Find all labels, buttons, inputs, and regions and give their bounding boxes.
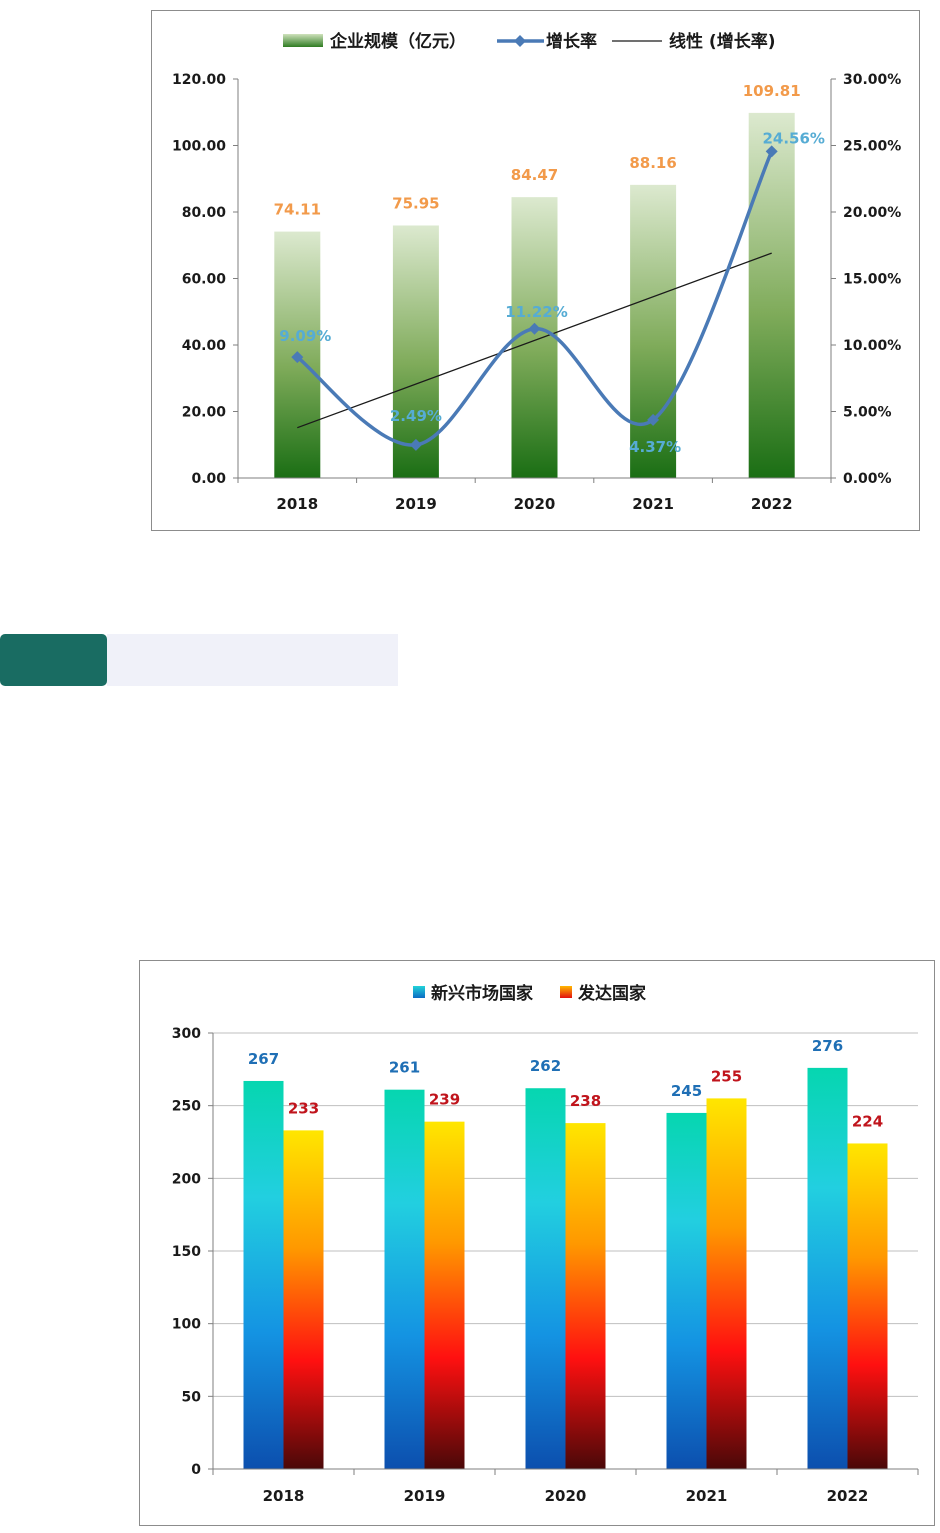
bar-emerging-2022 (807, 1067, 848, 1469)
legend-swatch-bar (283, 34, 323, 47)
x-tick-label: 2020 (514, 495, 556, 513)
bar-value-label-emerging: 262 (530, 1057, 561, 1075)
legend-label-emerging: 新兴市场国家 (431, 983, 533, 1004)
bar-value-label: 88.16 (629, 154, 676, 172)
legend-swatch-developed (560, 986, 572, 998)
y-right-tick-label: 25.00% (843, 139, 901, 155)
rate-point-2020 (528, 322, 541, 335)
rate-point-2019 (409, 438, 422, 451)
y-right-tick-label: 15.00% (843, 272, 901, 288)
y-tick-label: 100 (172, 1317, 201, 1333)
bar-value-label-developed: 238 (570, 1092, 601, 1110)
x-tick-label: 2022 (827, 1487, 869, 1505)
rate-value-label: 11.22% (505, 303, 567, 321)
y-right-tick-label: 20.00% (843, 205, 901, 221)
chart-country-comparison: 0 50 100 150 200 250 300 267 233 2018 261 239 2019 26… (139, 960, 935, 1526)
x-tick-label: 2021 (686, 1487, 728, 1505)
y-tick-label: 250 (172, 1099, 201, 1115)
bar-value-label-emerging: 245 (671, 1082, 702, 1100)
y-left-tick-label: 120.00 (172, 72, 226, 88)
bar-2021 (630, 184, 677, 479)
y-tick-label: 0 (191, 1462, 201, 1478)
legend-swatch-emerging (413, 986, 425, 998)
section-tab (0, 634, 107, 686)
x-tick-label: 2021 (632, 495, 674, 513)
section-header (0, 634, 398, 686)
y-left-tick-label: 0.00 (191, 471, 226, 487)
bar-developed-2022 (847, 1143, 888, 1469)
y-left-tick-label: 100.00 (172, 139, 226, 155)
rate-value-label: 4.37% (629, 438, 681, 456)
bar-value-label-developed: 239 (429, 1091, 460, 1109)
rate-value-label: 24.56% (762, 129, 824, 147)
y-tick-label: 200 (172, 1171, 201, 1187)
x-tick-label: 2019 (404, 1487, 446, 1505)
section-bar (107, 634, 398, 686)
legend-label-developed: 发达国家 (577, 983, 646, 1004)
y-tick-label: 300 (172, 1026, 201, 1042)
x-tick-label: 2020 (545, 1487, 587, 1505)
x-tick-label: 2018 (276, 495, 318, 513)
y-right-tick-label: 30.00% (843, 72, 901, 88)
bar-2020 (511, 197, 558, 478)
rate-point-2021 (647, 413, 660, 426)
rate-value-label: 9.09% (279, 327, 331, 345)
bar-value-label: 74.11 (274, 201, 321, 219)
chart-country-comparison-svg: 0 50 100 150 200 250 300 267 233 2018 261 239 2019 26… (172, 983, 919, 1505)
bar-value-label-developed: 255 (711, 1067, 742, 1085)
y-right-tick-label: 5.00% (843, 405, 892, 421)
bar-value-label-emerging: 261 (389, 1059, 420, 1077)
rate-line (296, 150, 774, 447)
chart-enterprise-scale-svg: 0.00 20.00 40.00 60.00 80.00 100.00 120.00 0.00… (172, 31, 901, 513)
y-right-tick-label: 0.00% (843, 471, 892, 487)
bar-value-label: 109.81 (743, 82, 801, 100)
rate-value-label: 2.49% (390, 407, 442, 425)
bar-emerging-2018 (243, 1080, 284, 1469)
legend-label-line: 增长率 (546, 31, 597, 52)
chart-enterprise-scale: 0.00 20.00 40.00 60.00 80.00 100.00 120.00 0.00… (151, 10, 920, 531)
bar-developed-2019 (424, 1121, 465, 1469)
bar-developed-2021 (706, 1098, 747, 1469)
y-right-tick-label: 10.00% (843, 338, 901, 354)
y-left-tick-label: 40.00 (182, 338, 227, 354)
bar-value-label-emerging: 267 (248, 1050, 279, 1068)
rate-point-2018 (291, 351, 304, 364)
y-left-tick-label: 20.00 (182, 405, 227, 421)
legend-marker-line (514, 35, 526, 47)
bar-2022 (748, 112, 795, 479)
x-tick-label: 2022 (751, 495, 793, 513)
legend-label-trend: 线性 (增长率) (669, 31, 775, 52)
bar-emerging-2021 (666, 1112, 707, 1469)
bar-emerging-2019 (384, 1089, 425, 1469)
bar-value-label-developed: 233 (288, 1099, 319, 1117)
rate-point-2022 (765, 145, 778, 158)
x-tick-label: 2018 (263, 1487, 305, 1505)
bar-developed-2020 (565, 1123, 606, 1469)
legend-label-bar: 企业规模（亿元） (329, 31, 466, 52)
bar-value-label-emerging: 276 (812, 1037, 843, 1055)
x-tick-label: 2019 (395, 495, 437, 513)
bar-2019 (392, 225, 439, 478)
bar-value-label-developed: 224 (852, 1112, 883, 1130)
bar-developed-2018 (283, 1130, 324, 1469)
y-left-tick-label: 80.00 (182, 205, 227, 221)
trendline (297, 252, 772, 429)
legend: 新兴市场国家 发达国家 (413, 983, 646, 1004)
y-left-tick-label: 60.00 (182, 272, 227, 288)
bar-value-label: 75.95 (392, 194, 439, 212)
y-tick-label: 50 (182, 1389, 202, 1405)
legend: 企业规模（亿元） 增长率 线性 (增长率) (283, 31, 775, 52)
y-tick-label: 150 (172, 1244, 201, 1260)
bar-emerging-2020 (525, 1088, 566, 1469)
bar-value-label: 84.47 (511, 166, 558, 184)
